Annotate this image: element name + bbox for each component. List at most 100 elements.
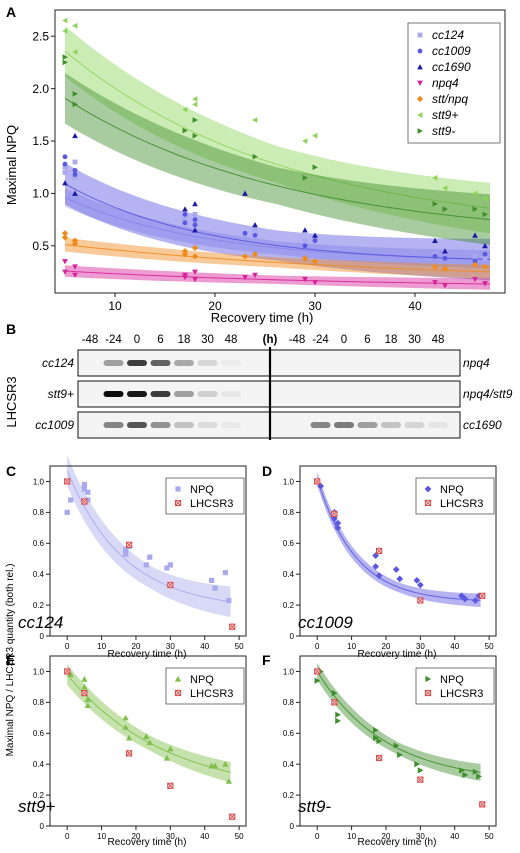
chart-c-ytick-label-1: 0.2 [33, 601, 45, 610]
chart-f-xtick-label-5: 50 [485, 832, 494, 841]
chart-a-legend-box [407, 22, 501, 144]
chart-e-frame [49, 655, 247, 827]
chart-a-point-4-15 [481, 263, 489, 270]
chart-f-point-0-2 [331, 689, 338, 697]
chart-c-strain-label: cc124 [18, 613, 63, 632]
chart-f-point-1-1 [331, 699, 338, 706]
blot-header-right-5: 30 [408, 334, 421, 346]
chart-c-xtick-label-4: 40 [200, 642, 209, 651]
chart-d-x-axis-label: Recovery time (h) [358, 649, 437, 660]
chart-f-point-0-6 [373, 727, 379, 734]
chart-c-xtick-label-5: 50 [235, 642, 244, 651]
chart-d-point-0-8 [375, 572, 383, 580]
chart-c-x-axis-label: Recovery time (h) [108, 649, 187, 660]
chart-c-xtick-label-1: 10 [97, 642, 106, 651]
chart-e-point-0-16 [225, 778, 232, 784]
chart-e-x-axis-label: Recovery time (h) [108, 837, 187, 848]
chart-d-point-1-4-cross-b [479, 592, 486, 599]
chart-d-point-1-2-cross-b [376, 548, 382, 554]
chart-d-ytick-label-4: 0.8 [283, 508, 295, 517]
chart-a-point-0-14 [472, 253, 478, 259]
chart-e-point-0-10 [146, 739, 153, 746]
chart-a-point-5-4 [182, 106, 188, 113]
chart-a-point-6-2 [72, 101, 78, 108]
chart-a-point-2-10 [432, 237, 438, 243]
chart-d-point-0-11 [413, 576, 421, 584]
chart-e-ytick-label-2: 0.4 [33, 760, 45, 769]
chart-a-point-5-3 [72, 22, 78, 29]
blot-band-left-1-5 [197, 391, 218, 397]
chart-d-point-1-1-cross-b [331, 511, 338, 517]
western-blot: -48 -24 0 6 18 30 48 (h) -48 -24 0 6 18 30 48 cc124 npq4… [35, 334, 513, 440]
chart-a-point-1-5 [182, 220, 188, 226]
chart-a-point-1-9 [252, 232, 258, 238]
chart-d: 0 10 20 30 40 50 0 0.2 0.4 0.6 0.8 1.0 NPQ LHCSR3 [283, 465, 497, 651]
chart-a-legend-label-6: stt9- [432, 124, 455, 138]
chart-e-point-0-14 [211, 762, 219, 769]
chart-c-point-1-3-cross-b [167, 582, 174, 588]
blot-header-right-1: -24 [312, 334, 329, 346]
chart-f-point-0-11 [414, 761, 421, 768]
chart-f-legend-marker-1-cross-b [425, 690, 431, 696]
chart-a-frame [54, 9, 506, 294]
chart-f-legend-label-1: LHCSR3 [440, 688, 483, 700]
chart-a-x-axis-label: Recovery time (h) [211, 310, 314, 325]
chart-e-point-1-3 [167, 782, 174, 789]
chart-d-point-1-0 [314, 478, 321, 485]
chart-a-point-3-7 [192, 276, 198, 283]
chart-c-legend-marker-0 [175, 486, 181, 492]
chart-a-point-3-6 [192, 269, 198, 275]
chart-f-point-0-7 [373, 734, 379, 742]
chart-a-xtick-label-1: 20 [208, 299, 222, 313]
chart-d-ytick-label-5: 1.0 [283, 477, 295, 486]
chart-f-point-1-3 [417, 776, 424, 783]
panel-letter-b: B [6, 321, 16, 337]
chart-a-legend-marker-3 [417, 80, 423, 86]
chart-a-point-3-15 [482, 281, 488, 287]
chart-e-legend-box [165, 667, 245, 705]
chart-a-point-2-8 [302, 227, 308, 233]
blot-band-right-2-4 [381, 422, 401, 428]
chart-a-point-4-6 [191, 253, 199, 260]
chart-f-xtick-label-3: 30 [416, 832, 425, 841]
chart-a-point-0-9 [252, 227, 258, 233]
chart-e-point-1-2 [125, 750, 133, 757]
chart-a-fit-band-2 [65, 265, 490, 290]
chart-f-point-0-15 [472, 768, 479, 776]
chart-e-point-0-4 [84, 696, 91, 702]
chart-c-point-0-3 [81, 486, 87, 492]
chart-a-point-1-3 [72, 172, 78, 177]
chart-a-point-1-6 [192, 222, 198, 228]
chart-d-point-0-5 [334, 524, 342, 532]
blot-row-label-right-2: cc1690 [463, 418, 502, 432]
chart-a-point-5-12 [472, 190, 478, 197]
chart-e-point-1-4 [229, 813, 236, 820]
chart-a-point-0-3 [72, 159, 78, 165]
chart-f-x-axis-label: Recovery time (h) [358, 837, 437, 848]
chart-a-point-1-15 [482, 251, 488, 257]
chart-a-point-4-4 [181, 247, 189, 255]
chart-f-point-1-4 [479, 801, 486, 808]
shared-y-axis-label-c-f: Maximal NPQ / LHCSR3 quantity (both rel.… [5, 564, 16, 757]
chart-a-point-2-4 [192, 201, 198, 207]
blot-header-right-4: 18 [385, 334, 398, 346]
chart-a-xtick-label-2: 30 [308, 299, 322, 313]
chart-a-point-5-0 [62, 17, 68, 24]
chart-f-fit-band-0 [317, 662, 481, 781]
chart-a-point-2-0 [62, 180, 68, 186]
chart-a-fit-band-4 [65, 25, 490, 234]
chart-a-legend-marker-2 [417, 64, 423, 70]
chart-a-point-6-7 [252, 153, 258, 160]
chart-a-point-2-13 [482, 242, 488, 249]
chart-a-point-3-1 [62, 269, 68, 275]
chart-c-point-0-4 [85, 489, 91, 495]
chart-a-point-4-8 [241, 253, 249, 260]
chart-f-xtick-label-2: 20 [382, 832, 391, 841]
chart-f-point-1-0-cross-b [314, 668, 321, 675]
chart-a-point-0-10 [302, 238, 308, 243]
chart-a-fit-curve-5 [64, 97, 491, 221]
chart-d-point-0-4 [334, 519, 342, 527]
blot-band-left-0-6 [221, 360, 241, 366]
blot-band-left-2-3 [150, 422, 171, 428]
chart-d-point-0-10 [396, 575, 404, 583]
